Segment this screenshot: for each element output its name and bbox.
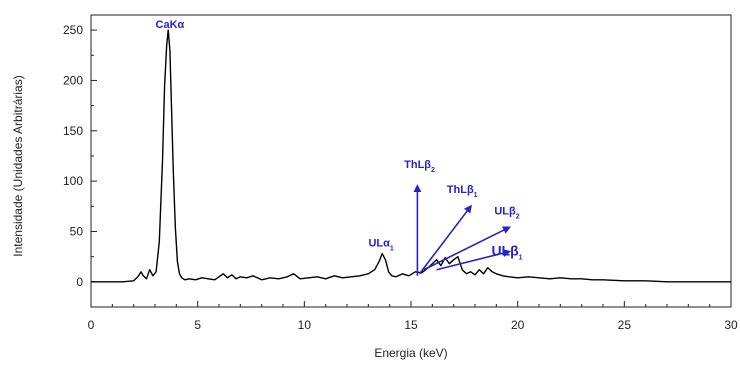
y-tick-label: 50 (70, 224, 84, 238)
y-tick-label: 250 (63, 23, 83, 37)
x-tick-label: 30 (724, 318, 738, 332)
peak-label-subscript: 1 (474, 192, 478, 199)
x-tick-label: 0 (88, 318, 95, 332)
y-tick-label: 200 (63, 73, 83, 87)
x-tick-label: 20 (511, 318, 525, 332)
peak-label-main: ThLβ (447, 184, 474, 196)
x-tick-label: 10 (298, 318, 312, 332)
peak-label-main: ULβ (491, 243, 519, 259)
peak-label-subscript: 2 (431, 167, 435, 174)
y-tick-label: 150 (63, 124, 83, 138)
x-axis: 0 5 10 15 20 25 30 (88, 301, 738, 332)
peak-label-subscript: 1 (390, 246, 394, 253)
peak-label: ThLβ1 (447, 184, 478, 199)
x-tick-label: 25 (618, 318, 632, 332)
spectrum-line (91, 30, 731, 282)
peak-label: CaKα (156, 19, 185, 31)
peak-label-main: ULα (368, 238, 390, 250)
y-axis-title: Intensidade (Unidades Arbitrárias) (11, 75, 25, 256)
peak-label: ThLβ2 (404, 159, 435, 174)
peak-label-main: CaKα (156, 19, 185, 31)
peak-label-subscript: 2 (516, 213, 520, 220)
x-axis-title: Energia (keV) (374, 346, 447, 360)
peak-label-main: ULβ (494, 205, 516, 217)
y-tick-label: 0 (76, 275, 83, 289)
x-tick-label: 15 (404, 318, 418, 332)
peak-label: ULα1 (368, 238, 393, 253)
peak-label-main: ThLβ (404, 159, 431, 171)
y-axis: 0 50 100 150 200 250 (63, 23, 97, 307)
peak-label: ULβ2 (494, 205, 519, 220)
peak-label: ULβ1 (491, 243, 522, 262)
peak-label-subscript: 1 (519, 255, 523, 262)
x-tick-label: 5 (194, 318, 201, 332)
y-tick-label: 100 (63, 174, 83, 188)
